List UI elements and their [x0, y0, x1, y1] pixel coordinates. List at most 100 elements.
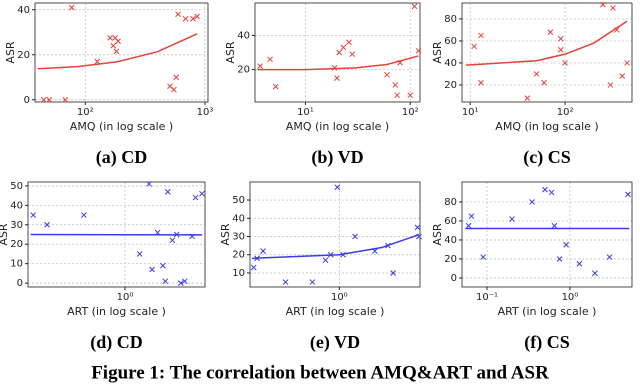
- y-tick-label: 20: [444, 254, 457, 265]
- figure-caption: Figure 1: The correlation between AMQ&AR…: [91, 362, 549, 383]
- data-point: [199, 190, 205, 197]
- data-point: [107, 35, 113, 41]
- data-point: [547, 29, 554, 36]
- point-stroke: [524, 95, 531, 102]
- point-stroke: [334, 184, 341, 191]
- data-point: [192, 194, 199, 201]
- y-axis-label: ASR: [0, 223, 10, 246]
- point-stroke: [556, 256, 563, 262]
- point-stroke: [171, 86, 177, 93]
- point-stroke: [606, 254, 613, 260]
- data-point: [352, 233, 358, 240]
- point-stroke: [40, 96, 47, 103]
- plot-frame: [34, 2, 209, 103]
- point-stroke: [610, 5, 616, 11]
- x-tick-label: 10¹: [462, 107, 479, 118]
- point-stroke: [480, 254, 487, 260]
- data-point: [181, 278, 188, 285]
- data-point: [334, 75, 340, 81]
- point-stroke: [541, 79, 547, 86]
- y-tick-label: 80: [444, 14, 457, 25]
- data-point: [384, 71, 390, 78]
- point-stroke: [592, 270, 598, 277]
- data-point: [336, 49, 343, 56]
- point-stroke: [272, 83, 279, 90]
- data-point: [334, 184, 341, 191]
- point-stroke: [177, 280, 184, 286]
- x-axis-label: AMQ (in log scale ): [286, 120, 389, 133]
- point-stroke: [394, 92, 400, 99]
- data-point: [480, 254, 487, 260]
- point-stroke: [607, 82, 614, 88]
- y-tick-label: 30: [232, 232, 245, 243]
- data-point: [250, 264, 257, 271]
- point-stroke: [465, 222, 472, 229]
- x-tick-label: 10²: [557, 107, 574, 118]
- data-point: [159, 262, 166, 269]
- data-point: [349, 51, 356, 58]
- point-stroke: [415, 47, 422, 54]
- point-stroke: [562, 60, 568, 66]
- y-axis-label: ASR: [431, 223, 444, 246]
- data-point: [610, 5, 616, 11]
- plot-frame: [249, 181, 421, 288]
- data-point: [46, 96, 53, 103]
- data-point: [182, 15, 189, 22]
- data-point: [164, 188, 171, 195]
- point-stroke: [167, 83, 173, 90]
- point-stroke: [384, 71, 390, 78]
- point-stroke: [107, 35, 113, 41]
- y-tick-label: 40: [232, 213, 245, 224]
- point-stroke: [62, 96, 69, 103]
- y-tick-label: 40: [444, 235, 457, 246]
- data-point: [113, 48, 120, 55]
- y-tick-label: 20: [444, 80, 457, 91]
- data-point: [576, 260, 583, 267]
- point-stroke: [407, 92, 414, 99]
- y-axis-label: ASR: [431, 41, 444, 64]
- data-point: [260, 248, 266, 254]
- point-stroke: [260, 248, 266, 254]
- point-stroke: [624, 60, 630, 66]
- y-tick-label: 30: [10, 220, 23, 231]
- point-stroke: [115, 38, 121, 45]
- plot-frame: [461, 2, 633, 103]
- point-stroke: [190, 15, 196, 22]
- data-point: [30, 212, 37, 218]
- point-stroke: [164, 188, 171, 195]
- point-stroke: [194, 13, 200, 20]
- data-point: [346, 39, 352, 46]
- point-stroke: [309, 279, 316, 285]
- data-point: [414, 224, 421, 231]
- point-stroke: [392, 82, 399, 88]
- data-point: [392, 82, 399, 88]
- point-stroke: [557, 46, 564, 53]
- point-stroke: [257, 63, 264, 70]
- point-stroke: [199, 190, 205, 197]
- point-stroke: [162, 278, 169, 285]
- point-stroke: [175, 11, 181, 18]
- y-tick-label: 20: [10, 239, 23, 250]
- point-stroke: [136, 251, 143, 257]
- plot-frame: [254, 2, 421, 103]
- data-point: [533, 71, 540, 77]
- point-stroke: [113, 48, 120, 55]
- data-point: [115, 38, 121, 45]
- data-point: [415, 47, 422, 54]
- point-stroke: [548, 189, 555, 196]
- data-point: [94, 58, 101, 65]
- data-point: [509, 216, 515, 222]
- data-point: [557, 46, 564, 53]
- fit-line: [257, 55, 419, 71]
- point-stroke: [600, 1, 606, 8]
- point-stroke: [149, 266, 155, 273]
- data-point: [465, 222, 472, 229]
- subplot-title: (e) VD: [310, 332, 360, 353]
- data-point: [541, 79, 547, 86]
- point-stroke: [322, 257, 329, 264]
- point-stroke: [336, 49, 343, 56]
- x-axis-label: ART (in log scale ): [498, 305, 597, 318]
- data-point: [171, 86, 177, 93]
- x-axis-label: ART (in log scale ): [67, 305, 166, 318]
- y-tick-label: 60: [444, 36, 457, 47]
